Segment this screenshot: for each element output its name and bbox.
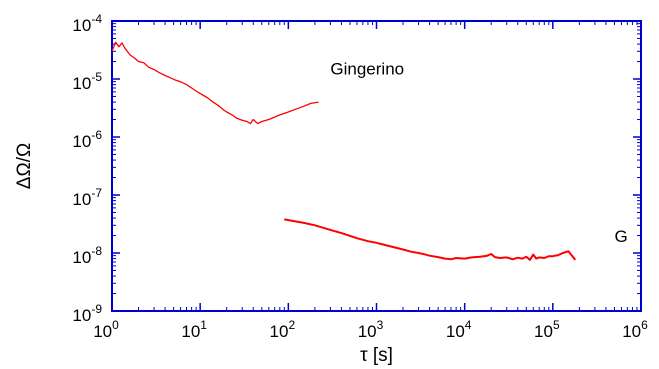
x-tick-label: 100 xyxy=(93,318,119,341)
x-tick-label: 103 xyxy=(358,318,384,341)
series-line-gingerino xyxy=(111,41,319,125)
y-tick-label: 10-8 xyxy=(72,244,102,267)
x-tick-label: 104 xyxy=(446,318,472,341)
series-label-g: G xyxy=(614,227,627,246)
series-label-gingerino: Gingerino xyxy=(330,59,404,78)
y-tick-label: 10-5 xyxy=(72,70,102,93)
y-tick-label: 10-6 xyxy=(72,128,102,151)
x-tick-label: 105 xyxy=(534,318,560,341)
series-layer: Gingerino G xyxy=(111,41,628,261)
series-line-g xyxy=(284,218,577,261)
x-axis-label: τ [s] xyxy=(360,345,393,366)
x-tick-label: 101 xyxy=(181,318,207,341)
x-tick-label: 102 xyxy=(270,318,296,341)
y-axis-label: ΔΩ/Ω xyxy=(14,143,35,189)
y-tick-label: 10-4 xyxy=(72,12,102,35)
y-tick-label: 10-7 xyxy=(72,186,102,209)
x-tick-label: 106 xyxy=(622,318,648,341)
